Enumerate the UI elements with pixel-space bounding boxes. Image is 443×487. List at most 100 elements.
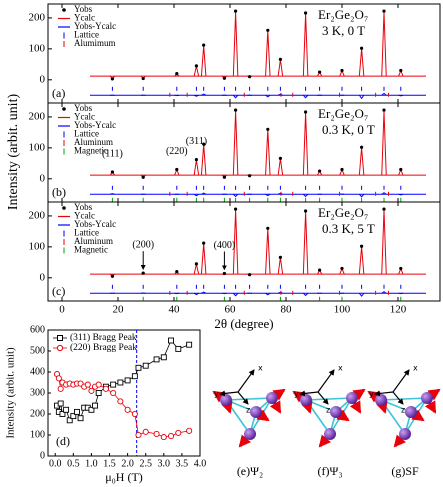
y-tick-label: 100 bbox=[29, 141, 46, 153]
legend-symbol bbox=[62, 8, 66, 12]
legend-label: Lattice bbox=[74, 30, 99, 40]
calc-peak bbox=[193, 264, 200, 275]
legend-label: Ycalc bbox=[74, 112, 95, 122]
x-tick-label: 0 bbox=[59, 304, 65, 316]
obs-point bbox=[360, 145, 364, 149]
data-point bbox=[88, 387, 95, 394]
panel-label: (b) bbox=[52, 185, 66, 199]
difference-spike bbox=[381, 192, 387, 195]
legend-symbol bbox=[57, 335, 63, 341]
obs-point bbox=[382, 207, 386, 211]
y-tick-label: 500 bbox=[30, 345, 45, 356]
plot-frame bbox=[47, 3, 441, 104]
legend-label: Alumimum bbox=[74, 38, 116, 48]
data-point bbox=[160, 434, 167, 441]
obs-point bbox=[234, 9, 238, 13]
legend-label: Yobs-Ycalc bbox=[74, 219, 116, 229]
data-point bbox=[63, 406, 70, 413]
peak-label: (400) bbox=[214, 240, 236, 251]
obs-point bbox=[175, 72, 179, 76]
obs-point bbox=[202, 142, 206, 146]
obs-point bbox=[110, 77, 114, 81]
obs-point bbox=[278, 57, 282, 61]
obs-point bbox=[141, 76, 145, 81]
obs-point bbox=[222, 76, 226, 80]
data-point bbox=[92, 402, 98, 409]
calc-peak bbox=[265, 228, 271, 275]
data-point bbox=[88, 406, 95, 413]
obs-point bbox=[234, 207, 238, 211]
x-tick-label: 3.5 bbox=[176, 458, 189, 469]
legend-label: Magnetic bbox=[74, 245, 108, 255]
data-point bbox=[142, 428, 149, 435]
obs-point bbox=[278, 156, 282, 160]
axis-letter: z bbox=[401, 406, 405, 415]
difference-spike bbox=[303, 292, 309, 297]
x-tick-label: 100 bbox=[334, 304, 351, 316]
obs-point bbox=[248, 174, 252, 178]
obs-point bbox=[175, 270, 179, 274]
legend-label: Ycalc bbox=[74, 13, 95, 23]
calc-peak bbox=[381, 12, 387, 77]
difference-spike bbox=[277, 291, 283, 294]
y-tick-label: 400 bbox=[30, 366, 45, 377]
data-point bbox=[175, 345, 182, 352]
legend-label: Yobs bbox=[74, 202, 93, 212]
x-tick-label: 2.5 bbox=[139, 458, 152, 469]
legend-label: Aluminum bbox=[74, 236, 113, 246]
y-tick-label: 600 bbox=[30, 324, 45, 335]
data-point bbox=[70, 413, 77, 420]
x-tick-label: 40 bbox=[169, 304, 181, 316]
axis-letter: y bbox=[294, 390, 299, 399]
plot-frame bbox=[47, 201, 441, 302]
difference-spike bbox=[232, 94, 239, 99]
data-point bbox=[57, 400, 64, 407]
data-point bbox=[135, 364, 142, 371]
calc-peak bbox=[232, 12, 239, 77]
legend-label: (311) Bragg Peak bbox=[70, 332, 137, 343]
data-point bbox=[110, 389, 117, 397]
legend-label: Yobs-Ycalc bbox=[74, 21, 116, 31]
data-point bbox=[66, 417, 73, 424]
data-point bbox=[102, 385, 109, 392]
legend-symbol bbox=[56, 344, 64, 352]
difference-spike bbox=[398, 193, 404, 196]
difference-spike bbox=[201, 291, 207, 294]
peak-label: (111) bbox=[102, 148, 123, 159]
y-tick-label: 100 bbox=[29, 240, 46, 252]
peak-label: (220) bbox=[166, 146, 188, 157]
calc-peak bbox=[200, 144, 207, 176]
obs-point bbox=[318, 169, 322, 173]
obs-point bbox=[399, 68, 403, 73]
obs-point bbox=[141, 271, 145, 275]
difference-spike bbox=[265, 193, 271, 197]
diagram-label: (e)Ψ₂ bbox=[237, 464, 263, 478]
obs-point bbox=[360, 244, 364, 248]
difference-spike bbox=[201, 192, 207, 195]
obs-point bbox=[202, 241, 206, 245]
diagram-label: (g)SF bbox=[391, 464, 419, 478]
y-tick-label: 100 bbox=[29, 42, 46, 54]
data-point bbox=[55, 375, 62, 382]
obs-point bbox=[194, 158, 198, 162]
data-point bbox=[77, 415, 84, 422]
formula: Er₂Ge₂O₇ bbox=[318, 106, 368, 121]
obs-point bbox=[110, 170, 114, 174]
data-point bbox=[186, 341, 193, 348]
data-point bbox=[131, 373, 138, 380]
calc-peak bbox=[265, 129, 271, 176]
obs-point bbox=[248, 273, 252, 277]
obs-point bbox=[399, 266, 403, 271]
obs-point bbox=[266, 28, 270, 32]
x-tick-label: 3.0 bbox=[158, 458, 171, 469]
obs-point bbox=[234, 108, 238, 112]
legend-label: Magnetic bbox=[74, 146, 108, 156]
data-point bbox=[153, 356, 160, 363]
calc-peak bbox=[381, 111, 387, 176]
legend-label: Ycalc bbox=[74, 211, 95, 221]
obs-point bbox=[202, 43, 206, 47]
condition: 3 K, 0 T bbox=[322, 23, 365, 38]
data-point bbox=[167, 432, 175, 440]
axis-letter: y bbox=[214, 390, 219, 399]
data-point bbox=[160, 354, 167, 361]
